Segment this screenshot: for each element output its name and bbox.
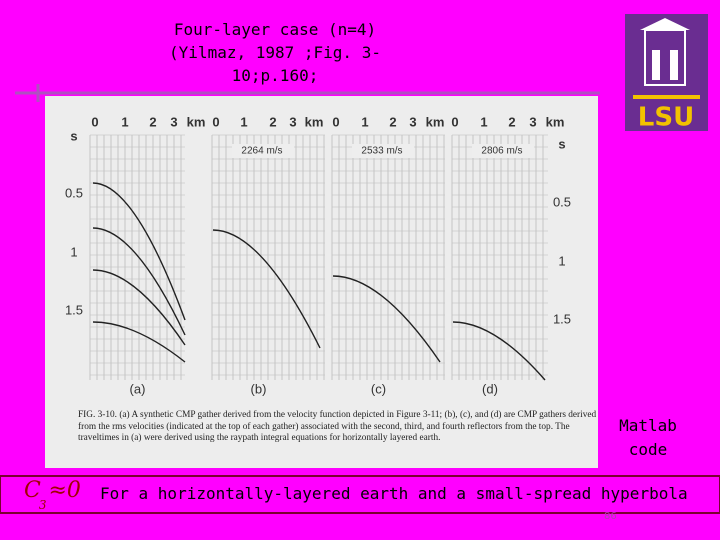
axis-label: 3 — [529, 114, 536, 129]
formula-symbol: C — [24, 478, 41, 503]
axis-label: 3 — [409, 114, 416, 129]
axis-label: 1 — [480, 114, 487, 129]
right-axis-label: 0.5 — [553, 194, 571, 209]
axis-label: 2 — [149, 114, 156, 129]
text-line: code — [628, 440, 668, 459]
reflection-curve — [92, 227, 186, 336]
axis-label: km — [546, 114, 565, 129]
label-bg — [232, 144, 294, 158]
axis-label: km — [305, 114, 324, 129]
reflection-curve — [92, 321, 186, 363]
footer-text: For a horizontally-layered earth and a s… — [100, 484, 688, 503]
velocity-label: 2533 m/s — [361, 146, 402, 157]
logo-text: LSU — [638, 103, 694, 133]
axis-label: 2 — [389, 114, 396, 129]
side-note: Matlab code — [608, 414, 688, 462]
axis-label: km — [426, 114, 445, 129]
formula: C3≈0 — [24, 478, 81, 512]
text-line: (Yilmaz, 1987 ;Fig. 3- — [169, 43, 381, 62]
axis-label: 0 — [91, 114, 98, 129]
axis-label: 3 — [289, 114, 296, 129]
velocity-label: 2806 m/s — [481, 146, 522, 157]
reflection-curve — [332, 275, 441, 363]
axis-label: 0 — [451, 114, 458, 129]
panel-label: (c) — [371, 381, 386, 396]
axis-label: 2 — [269, 114, 276, 129]
axis-label: 0 — [212, 114, 219, 129]
footer-band — [0, 475, 720, 514]
right-axis-label: 1.5 — [553, 311, 571, 326]
axis-label: km — [187, 114, 206, 129]
text-line: Four-layer case (n=4) — [173, 20, 377, 39]
text-line: 10;p.160; — [231, 66, 319, 85]
label-bg — [472, 144, 534, 158]
label-bg — [352, 144, 414, 158]
left-axis-label: 1 — [70, 244, 77, 259]
axis-label: 1 — [121, 114, 128, 129]
logo: LSU — [625, 14, 708, 133]
formula-relation: ≈0 — [48, 478, 81, 503]
velocity-label: 2264 m/s — [241, 146, 282, 157]
axis-label: 3 — [170, 114, 177, 129]
left-axis-label: s — [70, 128, 77, 143]
axis-label: 1 — [361, 114, 368, 129]
panel-label: (a) — [130, 381, 146, 396]
text-line: Matlab — [619, 416, 677, 435]
left-axis-label: 0.5 — [65, 185, 83, 200]
page-number: 86 — [604, 511, 617, 522]
axis-label: 0 — [332, 114, 339, 129]
formula-subscript: 3 — [38, 498, 47, 512]
reflection-curve — [212, 229, 321, 349]
axis-label: 1 — [240, 114, 247, 129]
right-axis-label: s — [558, 136, 565, 151]
reflection-curve — [452, 321, 546, 381]
title: Four-layer case (n=4) (Yilmaz, 1987 ;Fig.… — [150, 18, 400, 87]
right-axis-label: 1 — [558, 253, 565, 268]
reflection-curve — [92, 182, 186, 321]
panel-label: (b) — [251, 381, 267, 396]
panel-label: (d) — [482, 381, 498, 396]
left-axis-label: 1.5 — [65, 302, 83, 317]
reflection-curve — [92, 269, 186, 346]
caption: FIG. 3-10. (a) A synthetic CMP gather de… — [78, 410, 597, 443]
axis-label: 2 — [508, 114, 515, 129]
